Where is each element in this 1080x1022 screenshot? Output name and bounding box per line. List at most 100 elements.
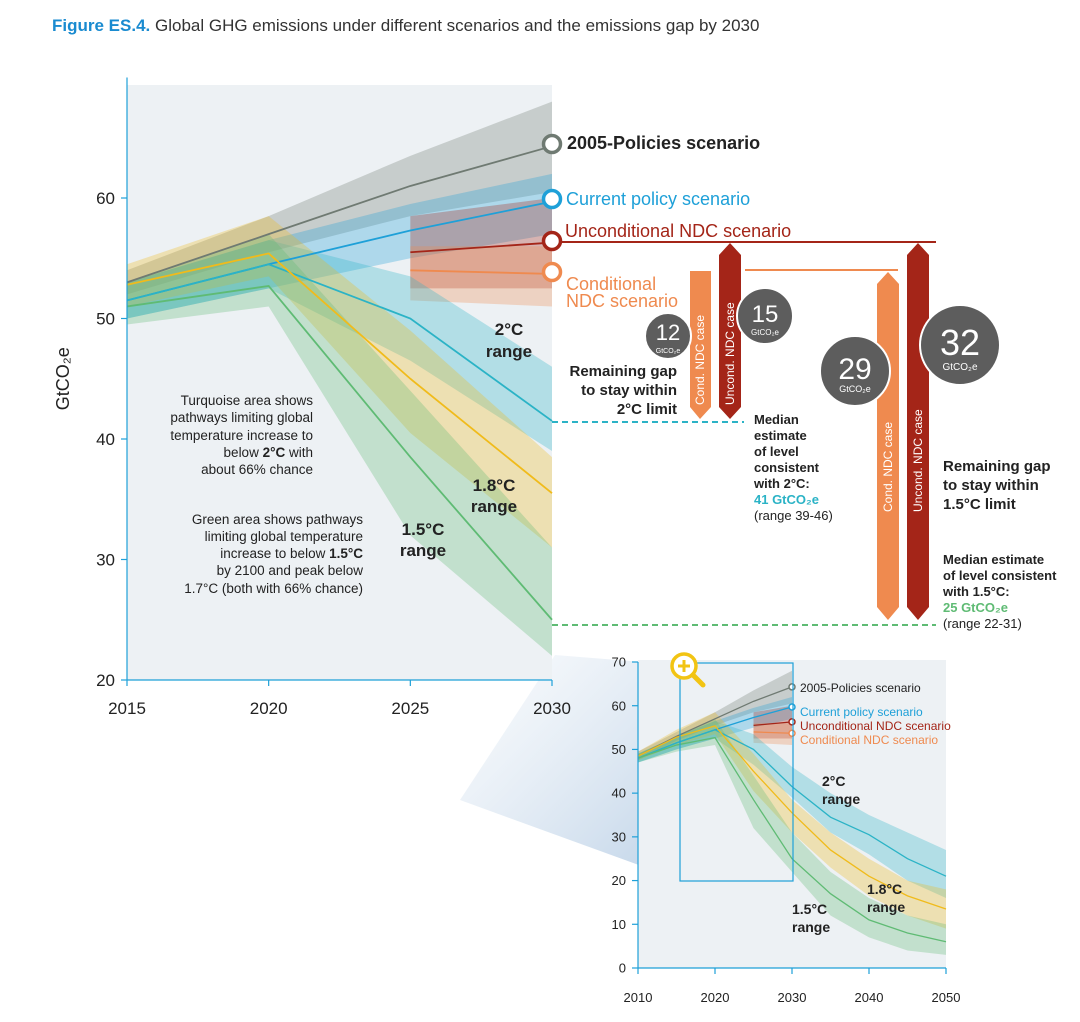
svg-text:29: 29 [838,353,871,386]
cond-case-label-2c: Cond. NDC case [693,315,707,405]
median2c-value: 41 GtCO₂e [754,492,819,507]
label-cond-ndc-1: Conditional [566,274,656,294]
inset-y-tick-label: 10 [612,917,626,932]
gap-badge-32: 32 GtCO₂e [919,304,1001,386]
main-x-tick-label: 2015 [108,699,146,718]
gap15c-text-1: Remaining gap [943,458,1051,475]
inset-line-cond [753,731,793,734]
median15c-range: (range 22-31) [943,616,1022,631]
green-note-1: Green area shows pathways [192,512,363,527]
inset-label-current-policy: Current policy scenario [800,705,923,719]
green-note-5: 1.7°C (both with 66% chance) [184,581,363,596]
main-x-tick-label: 2025 [391,699,429,718]
inset-band-c18 [638,712,946,929]
inset-y-tick-label: 40 [612,786,626,801]
inset-label-uncond-ndc: Unconditional NDC scenario [800,719,951,733]
inset-zoom-rectangle [679,662,794,882]
label-cond-ndc-2: NDC scenario [566,291,678,311]
turquoise-note-4: below 2°C with [224,445,313,460]
label-2c-range-1: 2°C [495,320,524,339]
current-policy-marker [541,188,563,210]
inset-x-tick-label: 2050 [932,990,961,1005]
inset-label-2c-2: range [822,791,860,807]
main-y-axis-label: GtCO₂e [53,347,73,410]
figure-label: Figure ES.4. [52,16,151,35]
gap-arrow-uncond-2c [719,243,741,419]
inset-y-tick-label: 0 [619,961,626,976]
magnifier-plus-icon[interactable] [670,652,706,688]
gap15c-text-3: 1.5°C limit [943,496,1016,513]
median15c-value: 25 GtCO₂e [943,600,1008,615]
turquoise-note-2: pathways limiting global [170,410,313,425]
inset-y-tick-label: 70 [612,655,626,670]
label-18c-range-1: 1.8°C [473,476,516,495]
inset-x-tick-label: 2020 [701,990,730,1005]
median15c-text-3: with 1.5°C: [942,584,1010,599]
gap2c-text-2: to stay within [581,382,677,399]
main-line-uncond [410,241,553,254]
inset-label-15c-1: 1.5°C [792,901,827,917]
main-band-cond [410,246,552,307]
label-2c-range-2: range [486,342,532,361]
inset-y-tick-label: 20 [612,873,626,888]
inset-label-18c-2: range [867,899,905,915]
turquoise-note-3: temperature increase to [170,428,313,443]
median2c-text-4: consistent [754,460,820,475]
green-note-4: by 2100 and peak below [217,563,364,578]
figure-title: Global GHG emissions under different sce… [154,16,760,35]
median15c-text-2: of level consistent [943,568,1057,583]
inset-band-policies2005 [638,670,792,761]
main-x-tick-label: 2020 [250,699,288,718]
main-plot-background [127,85,552,680]
gap-badge-29: 29 GtCO₂e [819,335,891,407]
main-y-tick-label: 50 [96,309,115,328]
inset-end-marker-policies2005 [788,683,796,691]
gap15c-text-2: to stay within [943,477,1039,494]
svg-text:GtCO₂e: GtCO₂e [751,328,780,337]
cond-ndc-marker [541,261,563,283]
gap-arrow-cond-2c [690,271,711,419]
inset-line-c15 [637,736,947,943]
median15c-text-1: Median estimate [943,552,1044,567]
svg-text:12: 12 [656,320,680,345]
main-y-tick-label: 60 [96,189,115,208]
median2c-text-5: with 2°C: [753,476,810,491]
turquoise-note-1: Turquoise area shows [181,393,314,408]
policies2005-marker [541,133,563,155]
gap2c-text-1: Remaining gap [569,363,677,380]
main-y-tick-label: 30 [96,550,115,569]
main-band-c18 [127,216,552,548]
gap-badge-15: 15 GtCO₂e [736,287,794,345]
svg-text:GtCO₂e: GtCO₂e [943,362,978,373]
label-policies2005: 2005-Policies scenario [567,133,760,153]
gap2c-text-3: 2°C limit [617,401,677,418]
main-lines [126,145,553,621]
median2c-text-2: estimate [754,428,807,443]
median2c-text-1: Median [754,412,799,427]
main-line-c18 [126,252,553,494]
uncond-ndc-marker [541,230,563,252]
label-current-policy: Current policy scenario [566,189,750,209]
main-band-current [127,173,552,319]
inset-band-cond [753,723,792,746]
main-y-tick-label: 40 [96,430,115,449]
inset-band-uncond [753,705,792,739]
main-line-c15 [126,285,553,621]
inset-line-uncond [753,721,793,727]
inset-line-c2 [637,729,947,877]
inset-x-tick-label: 2040 [855,990,884,1005]
cond-case-label-15c: Cond. NDC case [881,422,895,512]
uncond-case-label-15c: Uncond. NDC case [911,409,925,512]
inset-x-tick-label: 2030 [778,990,807,1005]
inset-label-18c-1: 1.8°C [867,881,902,897]
svg-text:GtCO₂e: GtCO₂e [839,384,871,394]
main-line-cond [410,269,553,275]
inset-line-c18 [637,725,947,910]
main-x-tick-label: 2030 [533,699,571,718]
turquoise-note-5: about 66% chance [201,462,313,477]
main-line-c2 [126,263,553,422]
inset-band-c15 [638,718,946,955]
